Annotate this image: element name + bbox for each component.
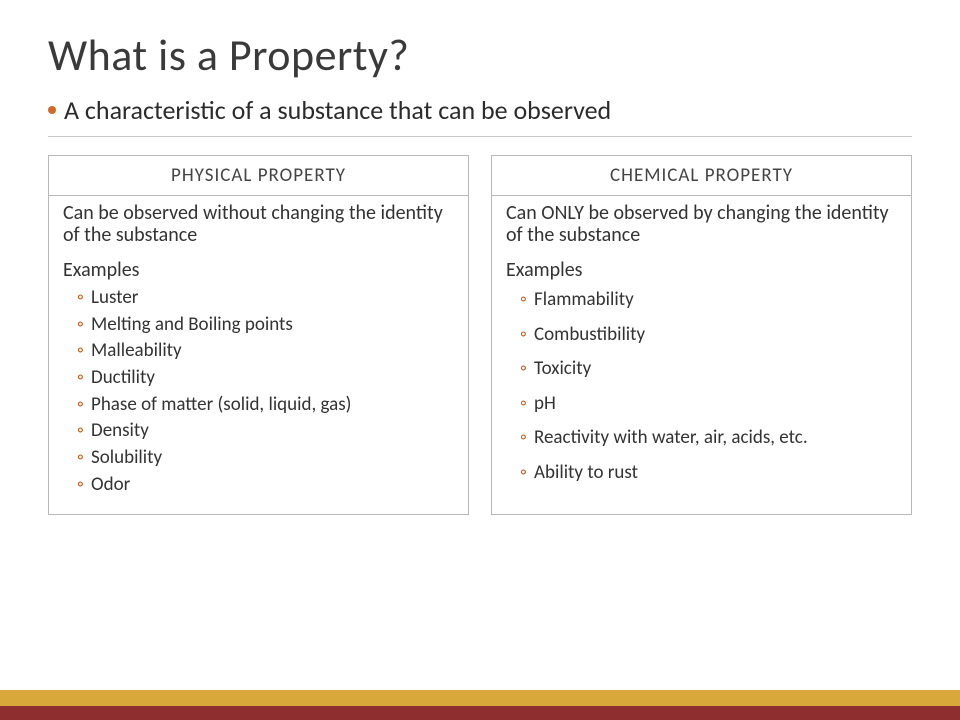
physical-panel: PHYSICAL PROPERTY Can be observed withou… [48,155,469,515]
list-item: Melting and Boiling points [77,313,454,338]
chemical-description: Can ONLY be observed by changing the ide… [506,202,897,246]
physical-examples-label: Examples [63,258,454,282]
physical-description: Can be observed without changing the ide… [63,202,454,246]
chemical-header: CHEMICAL PROPERTY [492,156,911,196]
columns: PHYSICAL PROPERTY Can be observed withou… [48,155,912,515]
slide: What is a Property? A characteristic of … [0,0,960,720]
list-item: Solubility [77,446,454,471]
list-item: Phase of matter (solid, liquid, gas) [77,393,454,418]
footer-bars [0,690,960,720]
bullet-icon [48,106,56,114]
list-item: Density [77,419,454,444]
chemical-examples-list: Flammability Combustibility Toxicity pH Reac… [506,286,897,487]
footer-bar-red [0,706,960,720]
physical-examples-list: LusterMelting and Boiling pointsMalleabi… [63,286,454,498]
physical-body: Can be observed without changing the ide… [49,196,468,514]
lead-row: A characteristic of a substance that can… [48,94,912,137]
chemical-examples-label: Examples [506,258,897,282]
slide-title: What is a Property? [48,28,912,82]
list-item: pH [520,390,897,419]
physical-header: PHYSICAL PROPERTY [49,156,468,196]
list-item: Toxicity [520,355,897,384]
list-item: Ability to rust [520,459,897,488]
list-item: Combustibility [520,321,897,350]
list-item: Malleability [77,339,454,364]
list-item: Ductility [77,366,454,391]
chemical-panel: CHEMICAL PROPERTY Can ONLY be observed b… [491,155,912,515]
chemical-body: Can ONLY be observed by changing the ide… [492,196,911,507]
lead-text: A characteristic of a substance that can… [64,94,611,126]
list-item: Odor [77,473,454,498]
list-item: Reactivity with water, air, acids, etc. [520,424,897,453]
list-item: Luster [77,286,454,311]
footer-bar-gold [0,690,960,706]
list-item: Flammability [520,286,897,315]
